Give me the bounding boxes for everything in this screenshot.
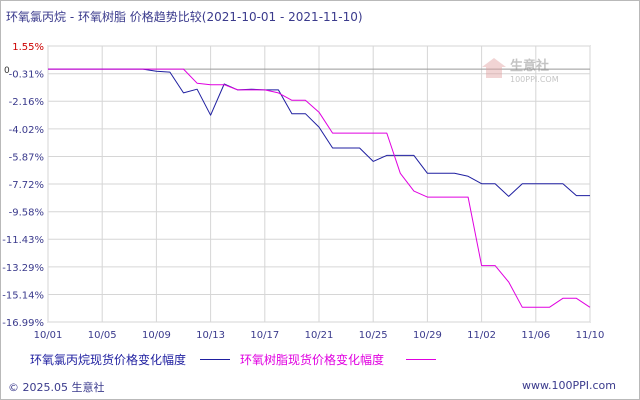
x-tick-label: 11/10 — [576, 330, 605, 341]
x-tick-label: 10/21 — [305, 330, 334, 341]
y-tick-label: 1.55% — [12, 42, 44, 53]
footer-site-link[interactable]: www.100PPI.com — [522, 379, 616, 392]
legend-series-1-label: 环氧氯丙烷现货价格变化幅度 — [30, 353, 187, 367]
y-tick-label: -16.99% — [2, 318, 44, 329]
legend-series-1-swatch — [200, 359, 230, 360]
watermark-text-en: 100PPI.COM — [510, 75, 559, 84]
series-line-2 — [48, 68, 591, 308]
x-tick-label: 10/29 — [413, 330, 442, 341]
y-tick-label: -7.72% — [9, 180, 44, 191]
y-tick-label: -13.29% — [2, 263, 44, 274]
x-tick-label: 10/01 — [34, 330, 63, 341]
watermark-logo — [482, 58, 506, 78]
y-tick-label: -5.87% — [9, 152, 44, 163]
x-tick-label: 10/09 — [142, 330, 171, 341]
zero-line-label: 0 — [4, 66, 10, 76]
watermark-text-cn: 生意社 — [510, 58, 549, 74]
y-tick-label: -4.02% — [9, 125, 44, 136]
y-tick-label: -9.58% — [9, 208, 44, 219]
x-tick-label: 11/06 — [521, 330, 550, 341]
y-tick-label: -0.31% — [9, 70, 44, 81]
watermark-house-icon — [482, 58, 506, 78]
x-tick-label: 10/17 — [250, 330, 279, 341]
x-tick-label: 10/05 — [88, 330, 117, 341]
legend-series-2-label: 环氧树脂现货价格变化幅度 — [240, 353, 385, 367]
x-tick-label: 10/13 — [196, 330, 225, 341]
legend-series-2-swatch — [406, 359, 436, 360]
y-tick-label: -15.14% — [2, 290, 44, 301]
x-tick-label: 11/02 — [467, 330, 496, 341]
x-tick-label: 10/25 — [359, 330, 388, 341]
footer-copyright: © 2025.05 生意社 — [8, 381, 105, 394]
y-tick-label: -2.16% — [9, 97, 44, 108]
chart-title: 环氧氯丙烷 - 环氧树脂 价格趋势比较(2021-10-01 - 2021-11… — [6, 10, 363, 24]
y-tick-label: -11.43% — [2, 235, 44, 246]
